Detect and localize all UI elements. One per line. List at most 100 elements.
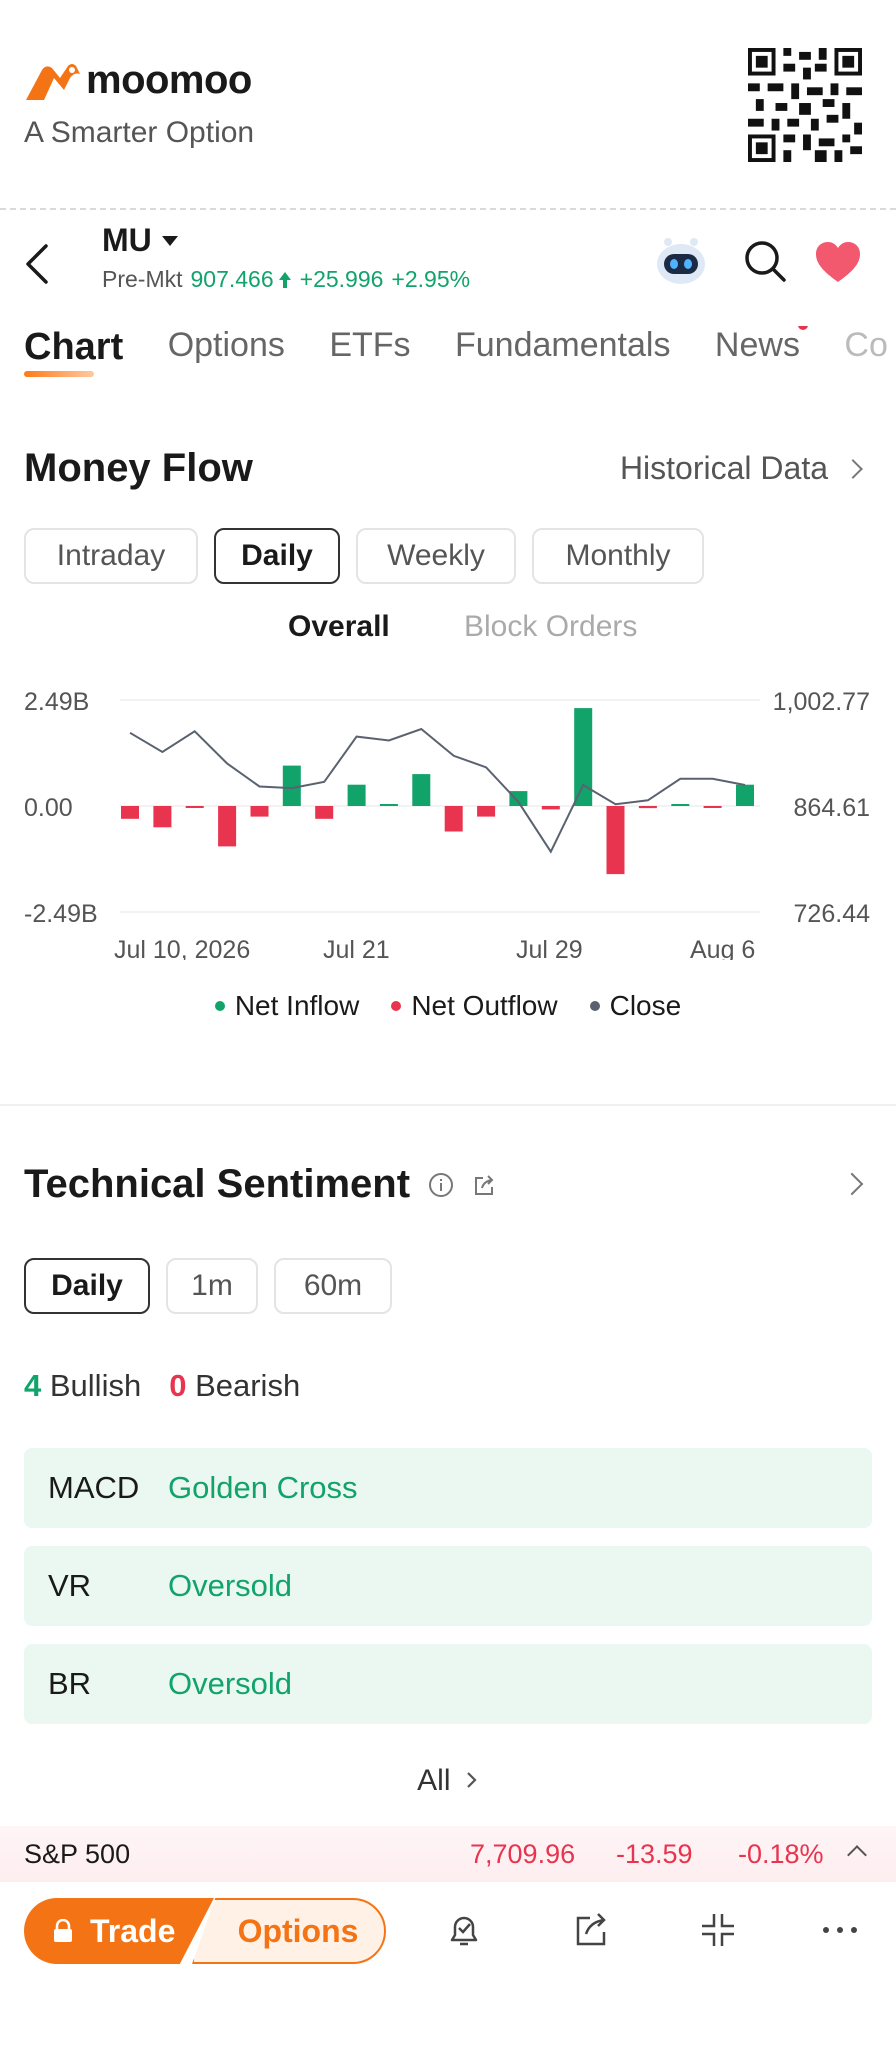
- trade-button[interactable]: Trade: [24, 1898, 214, 1964]
- chevron-up-icon[interactable]: [847, 1845, 867, 1865]
- collapse-icon[interactable]: [698, 1910, 738, 1950]
- technical-sentiment-header: Technical Sentiment: [24, 1162, 498, 1207]
- caret-down-icon: [161, 235, 178, 246]
- brand-tagline: A Smarter Option: [24, 116, 255, 149]
- legend-label: Net Outflow: [411, 990, 558, 1021]
- notification-dot: [797, 326, 808, 330]
- legend-net-outflow[interactable]: Net Outflow: [391, 990, 558, 1022]
- index-change-pct: -0.18%: [738, 1838, 824, 1869]
- legend-label: Net Inflow: [234, 990, 360, 1021]
- section-separator: [0, 1104, 896, 1106]
- more-icon[interactable]: [820, 1910, 860, 1950]
- chart-legend: Net Inflow Net Outflow Close: [0, 990, 896, 1022]
- outflow-bar: [153, 806, 172, 828]
- premarket-price: 907.466: [190, 266, 274, 292]
- banner-divider: [0, 208, 896, 210]
- outflow-bar: [315, 806, 334, 819]
- tab-news-label: News: [714, 326, 800, 364]
- money-flow-periods: Intraday Daily Weekly Monthly: [24, 528, 720, 584]
- tab-fundamentals[interactable]: Fundamentals: [455, 326, 671, 364]
- indicator-row[interactable]: VR Oversold: [24, 1546, 872, 1626]
- alert-icon[interactable]: [444, 1910, 484, 1950]
- indicator-signal: Oversold: [168, 1568, 293, 1603]
- index-ticker-bar[interactable]: S&P 500 7,709.96 -13.59 -0.18%: [0, 1826, 896, 1882]
- moomoo-logo: moomoo: [24, 58, 252, 103]
- search-icon[interactable]: [742, 238, 788, 284]
- index-change: -13.59: [616, 1838, 693, 1869]
- indicator-signal: Golden Cross: [168, 1470, 358, 1505]
- left-axis-tick-bottom: -2.49B: [24, 900, 98, 928]
- sentiment-period-daily[interactable]: Daily: [24, 1258, 150, 1314]
- period-intraday[interactable]: Intraday: [24, 528, 198, 584]
- moomoo-logo-icon: [26, 63, 80, 100]
- chevron-right-icon: [843, 458, 863, 479]
- favorite-heart-icon[interactable]: [814, 240, 862, 284]
- bearish-count: 0 Bearish: [169, 1368, 301, 1403]
- chevron-right-icon[interactable]: [840, 1172, 864, 1196]
- tab-more[interactable]: Co: [844, 326, 888, 364]
- tab-chart[interactable]: Chart: [24, 326, 124, 377]
- outflow-bar: [541, 806, 560, 810]
- period-daily[interactable]: Daily: [214, 528, 340, 584]
- options-button[interactable]: Options: [192, 1898, 386, 1964]
- share-icon[interactable]: [572, 1910, 612, 1950]
- period-monthly[interactable]: Monthly: [532, 528, 704, 584]
- lock-icon: [54, 1919, 72, 1942]
- tab-etfs[interactable]: ETFs: [329, 326, 411, 364]
- premarket-change: +25.996: [299, 266, 384, 292]
- technical-sentiment-title: Technical Sentiment: [24, 1162, 411, 1206]
- qr-code-icon: [748, 48, 862, 162]
- legend-dot-close: [589, 1001, 600, 1011]
- legend-label: Close: [609, 990, 682, 1021]
- brand-name: moomoo: [86, 58, 252, 102]
- all-indicators-link[interactable]: All: [0, 1764, 896, 1798]
- indicator-row[interactable]: BR Oversold: [24, 1644, 872, 1724]
- ticker-selector[interactable]: MU: [102, 222, 178, 259]
- legend-close[interactable]: Close: [589, 990, 682, 1022]
- inflow-bar: [509, 791, 528, 806]
- info-icon[interactable]: [428, 1172, 454, 1198]
- all-label: All: [417, 1764, 451, 1797]
- outflow-bar: [185, 806, 204, 808]
- outflow-bar: [218, 806, 237, 847]
- trade-options-buttons: Trade Options: [24, 1898, 386, 1964]
- left-axis-tick-top: 2.49B: [24, 688, 89, 716]
- ticker-symbol: MU: [102, 222, 152, 258]
- right-axis-tick-mid: 864.61: [794, 794, 870, 822]
- inflow-bar: [671, 804, 690, 806]
- indicator-name: MACD: [48, 1470, 140, 1505]
- ai-robot-icon[interactable]: [652, 232, 710, 290]
- money-flow-chart: 2.49B 0.00 -2.49B 1,002.77 864.61 726.44…: [24, 688, 870, 960]
- sentiment-periods: Daily 1m 60m: [24, 1258, 408, 1314]
- bullish-count: 4 Bullish: [24, 1368, 142, 1403]
- inflow-bar: [347, 784, 366, 806]
- sentiment-period-60m[interactable]: 60m: [274, 1258, 392, 1314]
- outflow-bar: [121, 806, 139, 819]
- legend-net-inflow[interactable]: Net Inflow: [214, 990, 360, 1022]
- premarket-change-pct: +2.95%: [391, 266, 471, 292]
- share-icon[interactable]: [472, 1172, 498, 1198]
- sentiment-period-1m[interactable]: 1m: [166, 1258, 258, 1314]
- indicator-row[interactable]: MACD Golden Cross: [24, 1448, 872, 1528]
- options-label: Options: [237, 1912, 359, 1949]
- sentiment-counts: 4 Bullish 0 Bearish: [24, 1368, 300, 1404]
- inflow-bar: [574, 708, 593, 806]
- historical-data-link[interactable]: Historical Data: [619, 450, 863, 487]
- arrow-up-icon: [278, 271, 291, 288]
- inflow-bar: [736, 784, 754, 806]
- view-block-orders[interactable]: Block Orders: [464, 610, 638, 643]
- inflow-bar: [412, 774, 431, 806]
- outflow-bar: [703, 806, 722, 808]
- indicator-name: BR: [48, 1666, 92, 1701]
- outflow-bar: [606, 806, 625, 875]
- historical-data-label: Historical Data: [619, 450, 828, 486]
- view-overall[interactable]: Overall: [288, 610, 390, 643]
- tab-options[interactable]: Options: [167, 326, 285, 364]
- tab-news[interactable]: News: [714, 326, 808, 365]
- index-name: S&P 500: [24, 1838, 131, 1869]
- session-label: Pre-Mkt: [102, 266, 183, 292]
- back-arrow-icon[interactable]: [22, 242, 54, 286]
- x-tick-label: Aug 6: [690, 936, 755, 960]
- period-weekly[interactable]: Weekly: [356, 528, 516, 584]
- right-axis-tick-top: 1,002.77: [773, 688, 870, 716]
